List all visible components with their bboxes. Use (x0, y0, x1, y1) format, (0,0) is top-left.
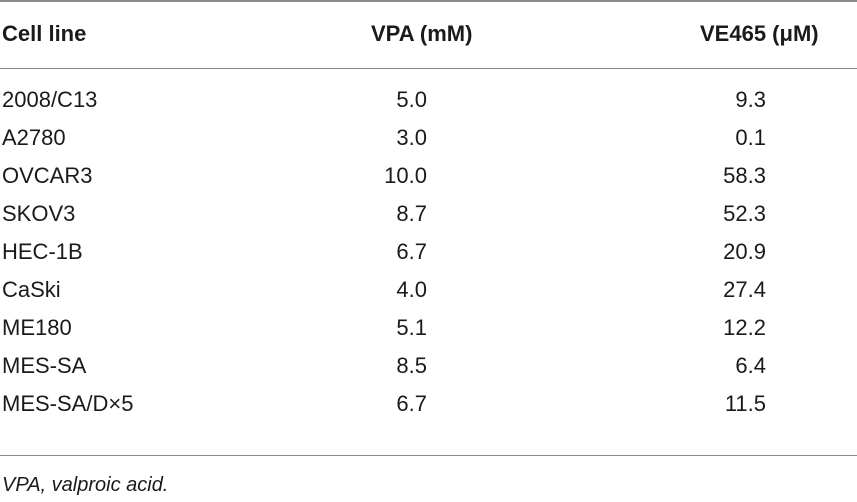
ve465-value: 11.5 (724, 391, 766, 416)
ve465-value: 12.2 (723, 315, 766, 340)
cell-line-name: HEC-1B (2, 239, 83, 264)
table-row: CaSki 4.0 27.4 (0, 271, 857, 309)
ve465-value: 6.4 (735, 353, 766, 378)
vpa-value: 8.7 (396, 201, 427, 226)
cell-line-name: 2008/C13 (2, 87, 98, 112)
column-header-cell-line: Cell line (2, 21, 87, 46)
vpa-value: 4.0 (396, 277, 427, 302)
vpa-value: 5.0 (396, 87, 427, 112)
cell-line-name: CaSki (2, 277, 61, 302)
table-header-rule (0, 68, 857, 69)
table-row: OVCAR3 10.0 58.3 (0, 157, 857, 195)
table-row: HEC-1B 6.7 20.9 (0, 233, 857, 271)
ve465-value: 9.3 (735, 87, 766, 112)
ve465-value: 58.3 (723, 163, 766, 188)
ve465-value: 52.3 (723, 201, 766, 226)
cell-line-name: MES-SA/D×5 (2, 391, 134, 416)
table-row: MES-SA 8.5 6.4 (0, 347, 857, 385)
table-row: A2780 3.0 0.1 (0, 119, 857, 157)
vpa-value: 8.5 (396, 353, 427, 378)
vpa-value: 5.1 (396, 315, 427, 340)
vpa-value: 6.7 (396, 391, 427, 416)
table-top-rule (0, 0, 857, 2)
vpa-value: 6.7 (396, 239, 427, 264)
column-header-vpa: VPA (mM) (371, 21, 473, 46)
table-row: 2008/C13 5.0 9.3 (0, 81, 857, 119)
ve465-value: 0.1 (735, 125, 766, 150)
cell-line-name: SKOV3 (2, 201, 76, 226)
cell-line-name: A2780 (2, 125, 66, 150)
table-row: MES-SA/D×5 6.7 11.5 (0, 385, 857, 423)
vpa-value: 3.0 (396, 125, 427, 150)
table-row: SKOV3 8.7 52.3 (0, 195, 857, 233)
table-header-row: Cell line VPA (mM) VE465 (μM) (0, 15, 857, 53)
table-row: ME180 5.1 12.2 (0, 309, 857, 347)
cell-line-name: OVCAR3 (2, 163, 93, 188)
cell-line-name: ME180 (2, 315, 72, 340)
table-bottom-rule (0, 455, 857, 456)
cell-line-name: MES-SA (2, 353, 87, 378)
vpa-value: 10.0 (384, 163, 427, 188)
column-header-ve465: VE465 (μM) (700, 21, 819, 46)
table-footnote: VPA, valproic acid. (2, 474, 169, 496)
ve465-value: 20.9 (723, 239, 766, 264)
ve465-value: 27.4 (723, 277, 766, 302)
